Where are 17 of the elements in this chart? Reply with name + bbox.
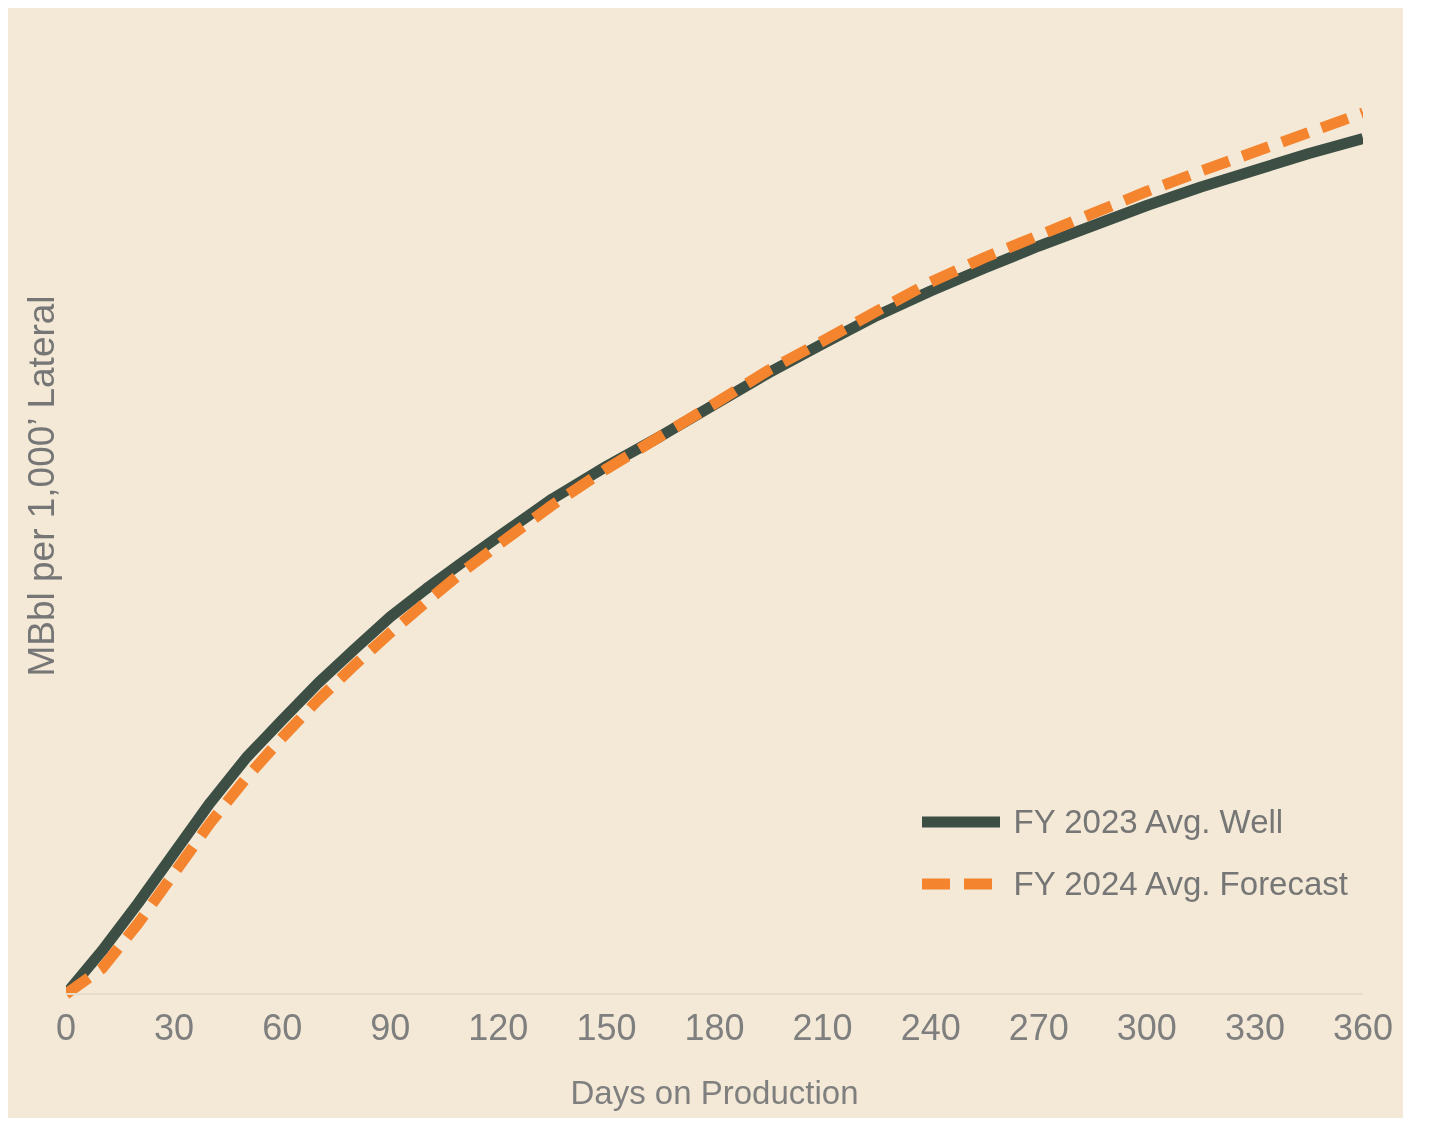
x-tick-label: 270 bbox=[1008, 1006, 1069, 1048]
x-tick-label: 330 bbox=[1224, 1006, 1285, 1048]
x-tick-label: 90 bbox=[370, 1006, 411, 1048]
x-tick-label: 210 bbox=[792, 1006, 853, 1048]
x-tick-label: 360 bbox=[1332, 1006, 1394, 1048]
x-tick-label: 150 bbox=[576, 1006, 637, 1048]
x-axis-title: Days on Production bbox=[570, 1074, 859, 1111]
x-tick-label: 180 bbox=[684, 1006, 745, 1048]
x-tick-label: 240 bbox=[900, 1006, 961, 1048]
x-tick-label: 300 bbox=[1116, 1006, 1177, 1048]
legend-label: FY 2023 Avg. Well bbox=[1013, 803, 1284, 841]
y-axis-title: MBbl per 1,000’ Lateral bbox=[21, 295, 63, 677]
x-tick-label: 30 bbox=[154, 1006, 195, 1048]
x-tick-label: 0 bbox=[55, 1006, 77, 1048]
legend-label: FY 2024 Avg. Forecast bbox=[1013, 865, 1348, 903]
x-tick-label: 60 bbox=[262, 1006, 303, 1048]
x-tick-label: 120 bbox=[468, 1006, 529, 1048]
